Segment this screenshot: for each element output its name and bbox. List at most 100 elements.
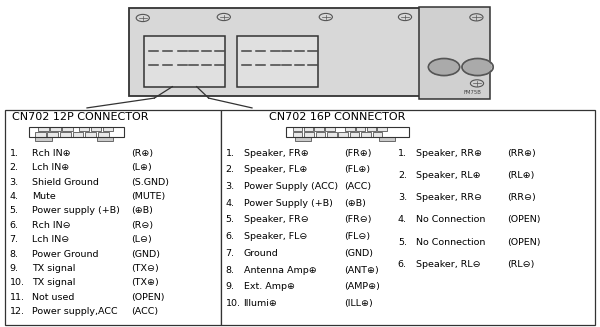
FancyBboxPatch shape [304, 127, 313, 131]
Text: 3.: 3. [10, 178, 19, 187]
FancyBboxPatch shape [91, 127, 101, 131]
Text: Mute: Mute [32, 192, 56, 201]
Text: (R⊕): (R⊕) [131, 149, 153, 158]
Text: Illumi⊕: Illumi⊕ [244, 299, 277, 308]
Text: (FL⊕): (FL⊕) [344, 165, 370, 175]
Text: 4.: 4. [226, 199, 235, 208]
Text: 2.: 2. [10, 163, 19, 172]
Text: Shield Ground: Shield Ground [32, 178, 98, 187]
Text: 12.: 12. [10, 307, 25, 316]
Text: Speaker, FR⊕: Speaker, FR⊕ [244, 149, 308, 158]
Text: 3.: 3. [398, 193, 407, 202]
FancyBboxPatch shape [350, 132, 359, 137]
FancyBboxPatch shape [327, 132, 337, 137]
Text: 8.: 8. [226, 266, 235, 275]
FancyBboxPatch shape [144, 36, 225, 87]
Text: 3.: 3. [226, 182, 235, 191]
Text: (ILL⊕): (ILL⊕) [344, 299, 373, 308]
FancyBboxPatch shape [221, 110, 595, 325]
Text: (GND): (GND) [131, 250, 160, 259]
Text: 2.: 2. [398, 171, 407, 180]
FancyBboxPatch shape [356, 127, 365, 131]
Text: (L⊖): (L⊖) [131, 235, 152, 244]
Text: Not used: Not used [32, 293, 74, 302]
Text: TX signal: TX signal [32, 264, 75, 273]
Text: 5.: 5. [10, 206, 19, 215]
Text: Lch IN⊖: Lch IN⊖ [32, 235, 69, 244]
FancyBboxPatch shape [35, 137, 52, 141]
Text: 9.: 9. [226, 282, 235, 291]
Text: (L⊕): (L⊕) [131, 163, 152, 172]
Text: (ACC): (ACC) [344, 182, 371, 191]
Text: (OPEN): (OPEN) [508, 238, 541, 247]
Text: Speaker, FL⊕: Speaker, FL⊕ [244, 165, 307, 175]
Text: 8.: 8. [10, 250, 19, 259]
Text: (ACC): (ACC) [131, 307, 158, 316]
Text: (MUTE): (MUTE) [131, 192, 165, 201]
Text: (ANT⊕): (ANT⊕) [344, 266, 379, 275]
Circle shape [463, 59, 492, 75]
Text: CN702 12P CONNECTOR: CN702 12P CONNECTOR [12, 112, 149, 122]
Text: 1.: 1. [10, 149, 19, 158]
FancyBboxPatch shape [295, 137, 311, 141]
FancyBboxPatch shape [5, 110, 221, 325]
Text: No Connection: No Connection [416, 238, 485, 247]
Text: 5.: 5. [398, 238, 407, 247]
FancyBboxPatch shape [85, 132, 96, 137]
FancyBboxPatch shape [367, 127, 376, 131]
Text: Ext. Amp⊕: Ext. Amp⊕ [244, 282, 295, 291]
Text: Rch IN⊕: Rch IN⊕ [32, 149, 70, 158]
Text: (FL⊖): (FL⊖) [344, 232, 370, 241]
Text: (⊕B): (⊕B) [131, 206, 152, 215]
Text: 6.: 6. [398, 260, 407, 269]
Text: Rch IN⊖: Rch IN⊖ [32, 221, 70, 230]
Text: (TX⊖): (TX⊖) [131, 264, 158, 273]
Text: (TX⊕): (TX⊕) [131, 278, 158, 287]
FancyBboxPatch shape [73, 132, 83, 137]
FancyBboxPatch shape [129, 8, 486, 96]
FancyBboxPatch shape [377, 127, 387, 131]
Text: TX signal: TX signal [32, 278, 75, 287]
Text: (RR⊖): (RR⊖) [508, 193, 536, 202]
FancyBboxPatch shape [373, 132, 382, 137]
FancyBboxPatch shape [237, 36, 318, 87]
Text: (RL⊖): (RL⊖) [508, 260, 535, 269]
Text: 7.: 7. [226, 249, 235, 258]
Text: FM75B: FM75B [464, 90, 482, 95]
Text: Power Supply (+B): Power Supply (+B) [244, 199, 332, 208]
Text: Lch IN⊕: Lch IN⊕ [32, 163, 69, 172]
Text: CN702 16P CONNECTOR: CN702 16P CONNECTOR [269, 112, 405, 122]
FancyBboxPatch shape [316, 132, 325, 137]
Text: 4.: 4. [398, 215, 407, 225]
FancyBboxPatch shape [60, 132, 71, 137]
Text: Speaker, RL⊕: Speaker, RL⊕ [416, 171, 481, 180]
FancyBboxPatch shape [304, 132, 314, 137]
Text: (RR⊕): (RR⊕) [508, 149, 536, 158]
Text: Speaker, RR⊖: Speaker, RR⊖ [416, 193, 482, 202]
FancyBboxPatch shape [50, 127, 61, 131]
FancyBboxPatch shape [419, 7, 490, 99]
Text: Power supply,ACC: Power supply,ACC [32, 307, 118, 316]
FancyBboxPatch shape [314, 127, 324, 131]
FancyBboxPatch shape [103, 127, 113, 131]
FancyBboxPatch shape [379, 137, 395, 141]
Text: (FR⊖): (FR⊖) [344, 215, 371, 225]
Text: Speaker, RL⊖: Speaker, RL⊖ [416, 260, 481, 269]
Text: Speaker, FR⊖: Speaker, FR⊖ [244, 215, 308, 225]
FancyBboxPatch shape [293, 127, 302, 131]
FancyBboxPatch shape [35, 132, 46, 137]
Text: (OPEN): (OPEN) [131, 293, 164, 302]
FancyBboxPatch shape [325, 127, 335, 131]
Text: 1.: 1. [398, 149, 407, 158]
Circle shape [430, 59, 458, 75]
Text: (GND): (GND) [344, 249, 373, 258]
Text: Power Supply (ACC): Power Supply (ACC) [244, 182, 338, 191]
Text: 1.: 1. [226, 149, 235, 158]
Text: Power Ground: Power Ground [32, 250, 98, 259]
Text: 6.: 6. [10, 221, 19, 230]
Text: 10.: 10. [10, 278, 25, 287]
Text: 11.: 11. [10, 293, 25, 302]
Text: 6.: 6. [226, 232, 235, 241]
Text: (⊕B): (⊕B) [344, 199, 365, 208]
FancyBboxPatch shape [38, 127, 49, 131]
